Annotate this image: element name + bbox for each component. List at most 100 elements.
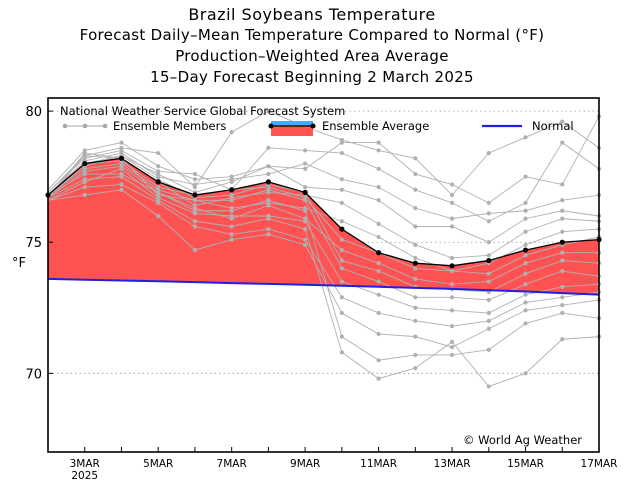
ensemble-member-point: [449, 352, 455, 358]
ensemble-member-point: [449, 216, 455, 221]
ensemble-member-point: [449, 200, 455, 205]
ensemble-member-line-16: [47, 176, 600, 387]
y-axis-label: °F: [12, 256, 26, 271]
plot-content: [45, 109, 602, 389]
ensemble-member-point: [192, 224, 198, 229]
ensemble-member-point: [229, 213, 234, 219]
ensemble-member-point: [119, 174, 124, 179]
legend: Ensemble Members Ensemble Average Normal: [62, 119, 574, 136]
ensemble-member-point: [303, 208, 308, 213]
ensemble-member-point: [376, 221, 381, 226]
ensemble-member-point: [266, 216, 271, 221]
ensemble-member-point: [82, 171, 87, 177]
x-axis: 3MAR 5MAR 7MAR 9MAR 11MAR 13MAR 15MAR 17MAR 2025: [47, 447, 617, 482]
ensemble-member-point: [266, 232, 271, 237]
ensemble-average-line: [47, 157, 600, 267]
ensemble-member-point: [413, 242, 418, 247]
ensemble-member-point: [156, 198, 161, 203]
ensemble-member-point: [523, 200, 528, 205]
ensemble-member-point: [560, 284, 565, 289]
ensemble-member-point: [486, 326, 491, 331]
y-tick-label-70: 70: [25, 367, 42, 382]
ensemble-member-point: [376, 198, 381, 203]
ensemble-member-point: [413, 305, 418, 310]
ensemble-member-point: [376, 279, 381, 284]
ensemble-member-point: [523, 292, 528, 297]
ensemble-member-point: [449, 192, 455, 198]
ensemble-member-point: [413, 187, 418, 192]
ensemble-member-point: [266, 227, 271, 232]
y-tick-label-80: 80: [25, 105, 42, 120]
plot-frame: [47, 97, 600, 453]
ensemble-member-point: [560, 295, 565, 300]
ensemble-average-point: [192, 192, 198, 198]
ensemble-member-point: [339, 177, 344, 182]
ensemble-member-line-5: [47, 155, 600, 243]
ensemble-member-point: [523, 371, 528, 376]
ensemble-average-point: [302, 189, 308, 195]
ensemble-member-point: [413, 255, 418, 261]
ensemble-member-point: [376, 358, 381, 363]
ensemble-average-point: [376, 250, 382, 256]
ensemble-member-point: [560, 258, 565, 263]
ensemble-member-point: [339, 219, 344, 224]
ensemble-member-point: [119, 187, 124, 192]
ensemble-member-line-1: [47, 116, 600, 204]
ensemble-member-point: [413, 276, 418, 282]
ensemble-member-point: [82, 177, 87, 182]
ensemble-member-point: [156, 164, 161, 169]
ensemble-member-point: [523, 253, 528, 258]
ensemble-member-point: [339, 137, 344, 143]
ensemble-member-point: [449, 255, 455, 261]
ensemble-member-point: [303, 242, 308, 247]
ensemble-member-point: [523, 174, 528, 179]
legend-average-swatch: [268, 121, 316, 136]
x-year-label: 2025: [71, 470, 98, 482]
ensemble-member-point: [266, 164, 271, 169]
ensemble-member-point: [413, 295, 418, 300]
ensemble-member-line-10: [47, 155, 600, 293]
x-tick-label-5: 5MAR: [143, 458, 173, 470]
x-tick-label-3: 3MAR: [70, 458, 100, 470]
ensemble-member-point: [376, 292, 381, 297]
ensemble-member-point: [560, 119, 565, 124]
ensemble-member-point: [486, 318, 491, 323]
ensemble-member-point: [560, 303, 565, 308]
ensemble-member-point: [339, 187, 344, 192]
ensemble-member-point: [376, 140, 381, 145]
ensemble-member-point: [82, 192, 87, 198]
y-axis: 70 75 80: [25, 105, 53, 382]
ensemble-member-point: [413, 318, 418, 323]
ensemble-member-point: [229, 129, 234, 135]
ensemble-member-point: [560, 216, 565, 221]
ensemble-member-point: [266, 198, 271, 203]
ensemble-member-point: [119, 166, 124, 171]
ensemble-member-point: [266, 171, 271, 177]
ensemble-member-point: [119, 140, 124, 145]
ensemble-member-point: [339, 247, 344, 253]
ensemble-member-point: [303, 166, 308, 171]
ensemble-member-point: [486, 384, 491, 389]
ensemble-average-point: [155, 179, 161, 185]
ensemble-member-point: [523, 229, 528, 234]
ensemble-member-point: [82, 185, 87, 190]
ensemble-average-point: [486, 257, 492, 264]
ensemble-member-point: [339, 334, 344, 339]
ensemble-member-point: [192, 177, 198, 182]
ensemble-member-point: [486, 310, 491, 316]
x-tick-label-9: 9MAR: [290, 458, 320, 470]
ensemble-member-point: [266, 109, 271, 114]
ensemble-member-point: [229, 192, 234, 198]
ensemble-member-point: [523, 261, 528, 266]
ensemble-member-point: [449, 268, 455, 274]
ensemble-member-point: [303, 237, 308, 242]
ensemble-member-point: [560, 337, 565, 342]
ensemble-member-point: [192, 182, 198, 187]
ensemble-average-point: [412, 260, 418, 266]
ensemble-member-point: [413, 171, 418, 177]
ensemble-member-point: [413, 334, 418, 339]
y-tick-label-75: 75: [25, 236, 42, 251]
ensemble-member-point: [339, 258, 344, 263]
ensemble-member-point: [303, 148, 308, 153]
